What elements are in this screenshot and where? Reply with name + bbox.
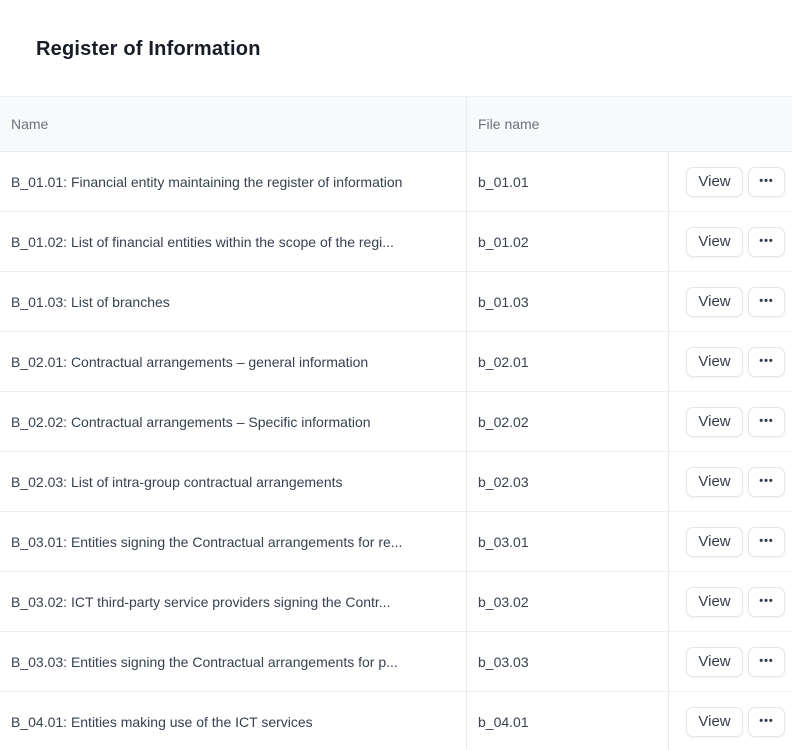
row-actions-cell: View ••• [668,392,792,452]
row-actions-cell: View ••• [668,632,792,692]
row-file-name-cell: b_01.03 [467,272,668,332]
row-file-name-cell: b_04.01 [467,692,668,750]
more-options-icon: ••• [759,355,774,367]
more-options-button[interactable]: ••• [748,346,785,377]
row-file-name-cell: b_01.02 [467,212,668,272]
row-actions-cell: View ••• [668,572,792,632]
view-button[interactable]: View [686,226,743,257]
more-options-button[interactable]: ••• [748,226,785,257]
row-name-cell: B_03.02: ICT third-party service provide… [0,572,467,632]
row-name-cell: B_01.03: List of branches [0,272,467,332]
row-actions-cell: View ••• [668,212,792,272]
register-table: Name File name B_01.01: Financial entity… [0,96,792,750]
row-actions-cell: View ••• [668,332,792,392]
more-options-button[interactable]: ••• [748,526,785,557]
table-row: B_03.02: ICT third-party service provide… [0,572,792,632]
more-options-button[interactable]: ••• [748,466,785,497]
row-actions-cell: View ••• [668,692,792,750]
row-file-name-cell: b_01.01 [467,152,668,212]
row-actions-cell: View ••• [668,512,792,572]
view-button[interactable]: View [686,466,743,497]
row-name-cell: B_02.03: List of intra-group contractual… [0,452,467,512]
more-options-icon: ••• [759,535,774,547]
row-name-cell: B_04.01: Entities making use of the ICT … [0,692,467,750]
more-options-button[interactable]: ••• [748,286,785,317]
row-file-name-cell: b_03.03 [467,632,668,692]
more-options-icon: ••• [759,415,774,427]
view-button[interactable]: View [686,166,743,197]
more-options-button[interactable]: ••• [748,166,785,197]
row-name-cell: B_02.01: Contractual arrangements – gene… [0,332,467,392]
view-button[interactable]: View [686,586,743,617]
column-header-file-name: File name [478,116,540,132]
table-row: B_02.02: Contractual arrangements – Spec… [0,392,792,452]
table-row: B_04.01: Entities making use of the ICT … [0,692,792,750]
view-button[interactable]: View [686,406,743,437]
column-header-name: Name [0,97,467,151]
column-header-actions [668,97,792,151]
table-row: B_01.01: Financial entity maintaining th… [0,152,792,212]
row-actions-cell: View ••• [668,452,792,512]
row-actions-cell: View ••• [668,152,792,212]
row-file-name-cell: b_02.01 [467,332,668,392]
row-file-name-cell: b_02.03 [467,452,668,512]
row-actions-cell: View ••• [668,272,792,332]
view-button[interactable]: View [686,526,743,557]
table-row: B_03.03: Entities signing the Contractua… [0,632,792,692]
table-row: B_01.02: List of financial entities with… [0,212,792,272]
more-options-icon: ••• [759,235,774,247]
more-options-button[interactable]: ••• [748,586,785,617]
table-row: B_01.03: List of branches b_01.03 View •… [0,272,792,332]
more-options-icon: ••• [759,475,774,487]
more-options-icon: ••• [759,595,774,607]
row-name-cell: B_01.02: List of financial entities with… [0,212,467,272]
table-header: Name File name [0,96,792,152]
row-file-name-cell: b_03.02 [467,572,668,632]
view-button[interactable]: View [686,286,743,317]
more-options-button[interactable]: ••• [748,706,785,737]
table-row: B_02.01: Contractual arrangements – gene… [0,332,792,392]
view-button[interactable]: View [686,706,743,737]
table-row: B_02.03: List of intra-group contractual… [0,452,792,512]
row-file-name-cell: b_02.02 [467,392,668,452]
more-options-button[interactable]: ••• [748,406,785,437]
more-options-button[interactable]: ••• [748,646,785,677]
view-button[interactable]: View [686,646,743,677]
table-body: B_01.01: Financial entity maintaining th… [0,152,792,750]
page-title: Register of Information [36,38,261,60]
view-button[interactable]: View [686,346,743,377]
more-options-icon: ••• [759,295,774,307]
row-name-cell: B_03.01: Entities signing the Contractua… [0,512,467,572]
table-row: B_03.01: Entities signing the Contractua… [0,512,792,572]
more-options-icon: ••• [759,175,774,187]
row-file-name-cell: b_03.01 [467,512,668,572]
row-name-cell: B_02.02: Contractual arrangements – Spec… [0,392,467,452]
row-name-cell: B_03.03: Entities signing the Contractua… [0,632,467,692]
row-name-cell: B_01.01: Financial entity maintaining th… [0,152,467,212]
more-options-icon: ••• [759,655,774,667]
more-options-icon: ••• [759,715,774,727]
